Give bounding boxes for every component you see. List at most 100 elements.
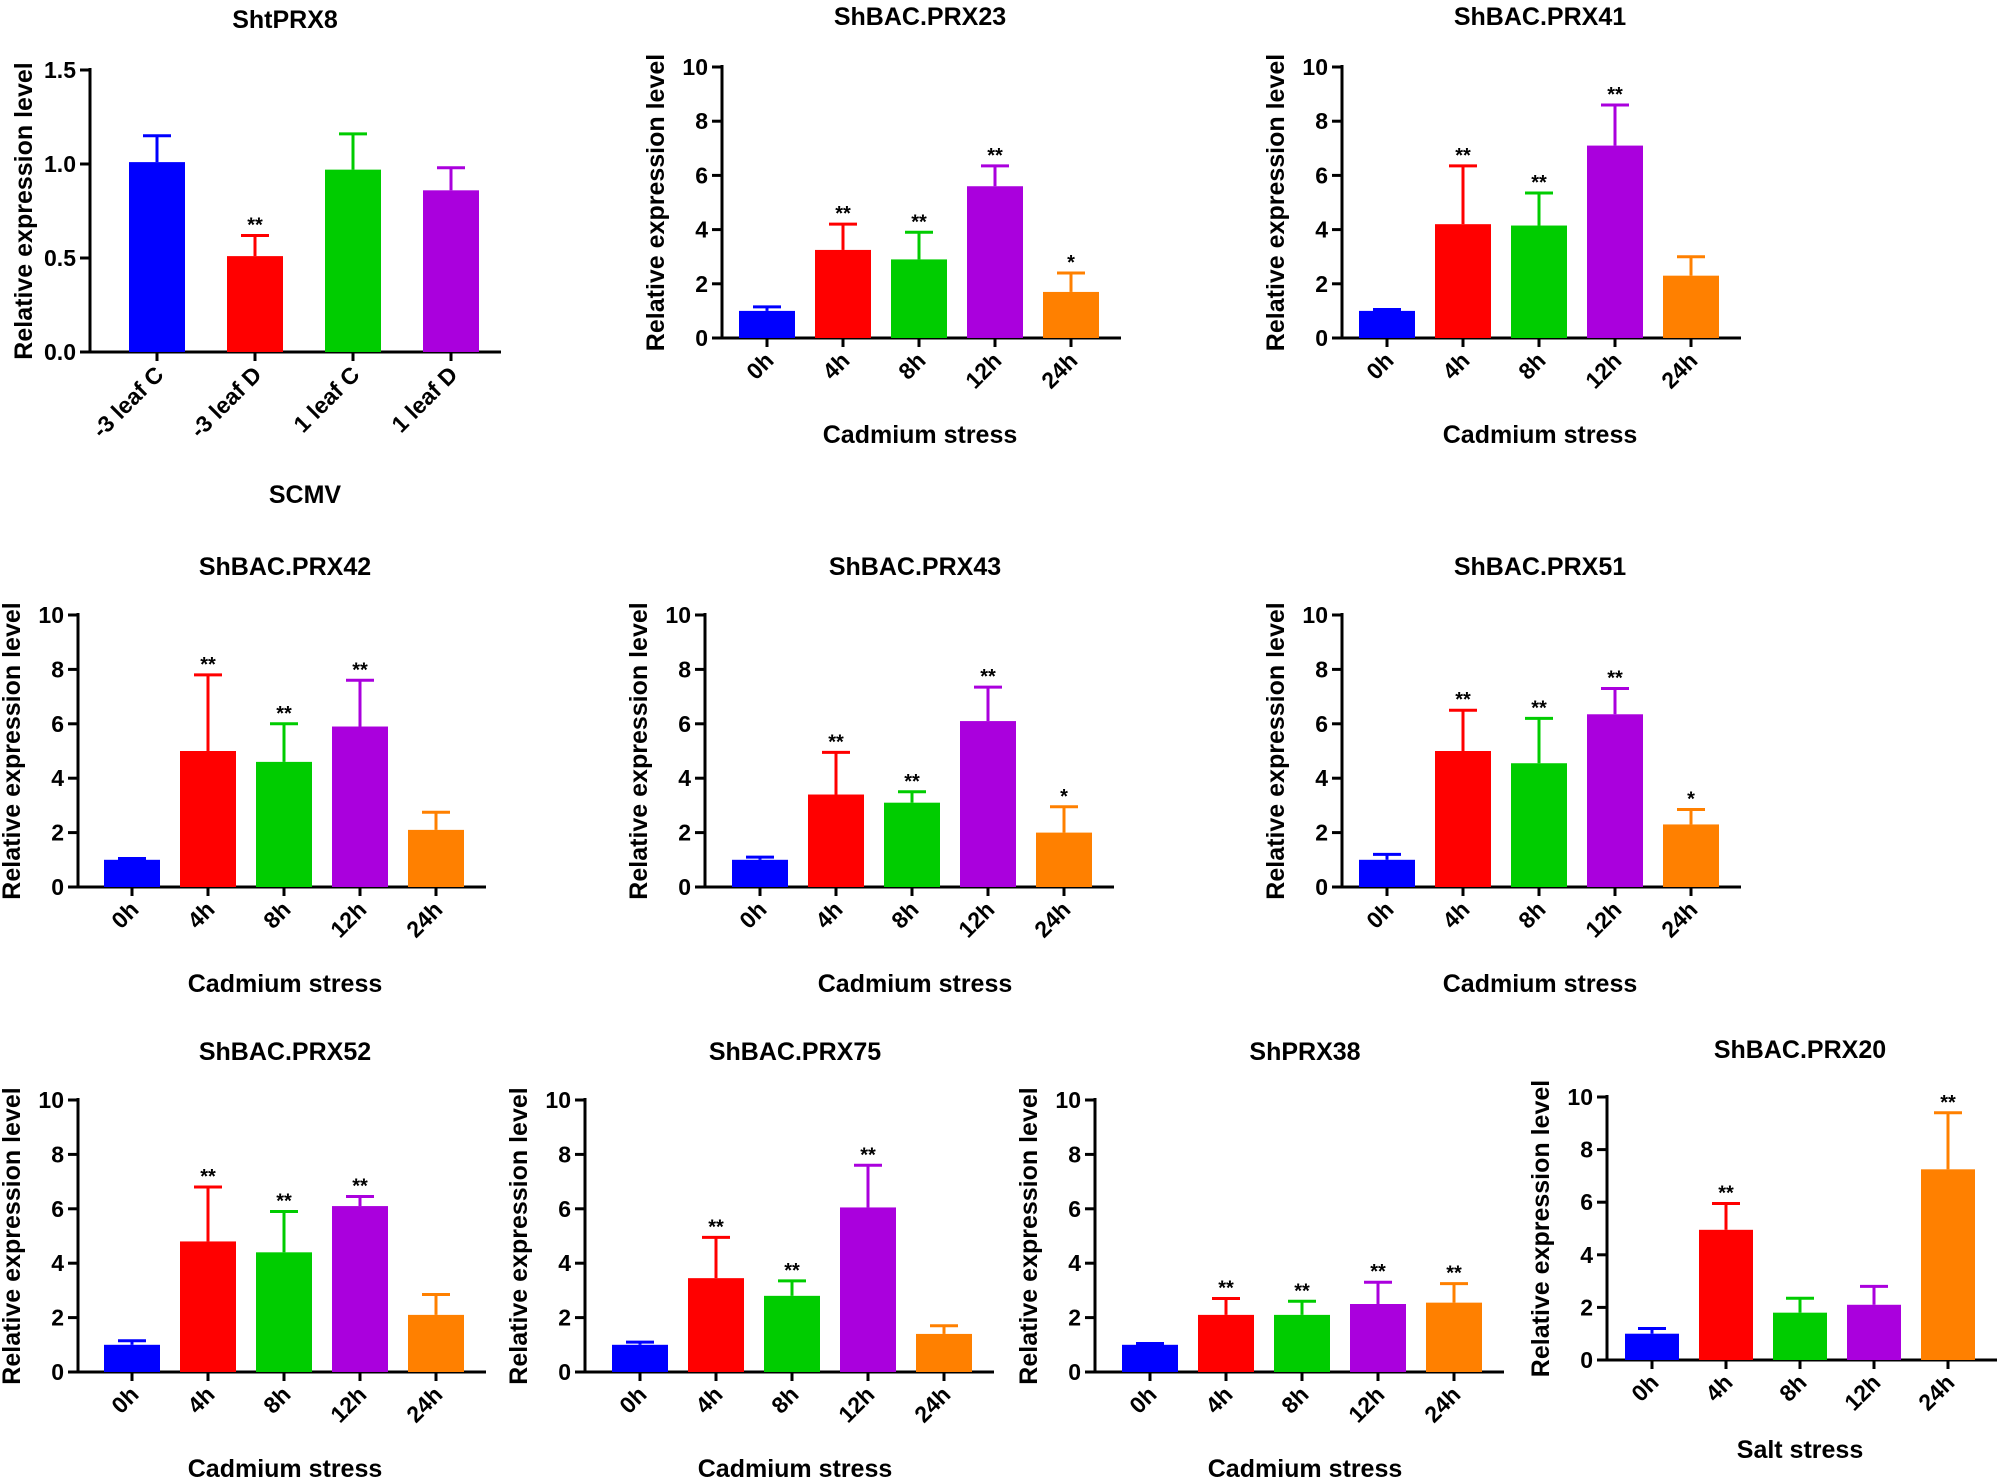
category-label: 0h: [614, 1381, 651, 1418]
bar-12h: [1350, 1304, 1406, 1372]
bar-12h: [1587, 714, 1643, 887]
y-axis-label: Relative expression level: [10, 62, 38, 359]
y-tick-label: 0: [558, 1359, 571, 1385]
bar-0h: [739, 310, 795, 338]
y-axis-label: Relative expression level: [0, 1087, 26, 1384]
bar-4h: [1435, 224, 1491, 338]
chart-panel-3: ShBAC.PRX41 0 2 4 6 8 10 Relative expression le…: [1262, 3, 1741, 449]
bar-0h: [1122, 1344, 1178, 1372]
significance-label: **: [980, 666, 996, 688]
y-tick-label: 0: [51, 874, 64, 900]
bar-0h: [612, 1344, 668, 1372]
category-label: 4h: [817, 347, 854, 384]
y-tick-label: 10: [38, 602, 64, 628]
bar-8h: [256, 761, 312, 887]
category-label: 0h: [1626, 1369, 1663, 1406]
chart-panel-9: ShPRX38 0 2 4 6 8 10 Relative expression level 0…: [1015, 1038, 1504, 1480]
y-tick-label: 6: [1315, 162, 1328, 188]
category-label: 24h: [1419, 1381, 1465, 1427]
significance-label: *: [1687, 788, 1695, 810]
y-tick-label: 2: [51, 820, 64, 846]
category-label: 0h: [734, 896, 771, 933]
y-tick-label: 6: [1068, 1196, 1081, 1222]
significance-label: **: [276, 703, 292, 725]
y-axis-label: Relative expression level: [1262, 602, 1290, 899]
category-label: 24h: [1913, 1369, 1959, 1415]
y-tick-label: 8: [1580, 1137, 1593, 1163]
bar-24h: [1663, 275, 1719, 338]
y-axis-label: Relative expression level: [0, 602, 26, 899]
category-label: 12h: [1580, 896, 1626, 942]
category-label: 12h: [1580, 347, 1626, 393]
y-axis-label: Relative expression level: [1015, 1087, 1043, 1384]
y-tick-label: 8: [1068, 1141, 1081, 1167]
category-label: 8h: [886, 896, 923, 933]
y-tick-label: 2: [1580, 1294, 1593, 1320]
x-axis-label: Cadmium stress: [188, 1455, 383, 1480]
y-tick-label: 0: [1068, 1359, 1081, 1385]
significance-label: **: [1531, 172, 1547, 194]
category-label: 12h: [953, 896, 999, 942]
y-tick-label: 8: [51, 656, 64, 682]
y-tick-label: 6: [558, 1196, 571, 1222]
category-label: 0h: [741, 347, 778, 384]
y-tick-label: 4: [1068, 1250, 1081, 1276]
y-tick-label: 4: [1315, 765, 1328, 791]
category-label: 12h: [833, 1381, 879, 1427]
y-tick-label: 1.0: [44, 151, 76, 177]
category-label: 4h: [810, 896, 847, 933]
category-label: 12h: [960, 347, 1006, 393]
category-label: 12h: [325, 896, 371, 942]
y-tick-label: 6: [1315, 711, 1328, 737]
y-tick-label: 0: [1580, 1347, 1593, 1373]
chart-title: ShBAC.PRX20: [1714, 1036, 1886, 1064]
y-axis-label: Relative expression level: [1527, 1080, 1555, 1377]
y-tick-label: 10: [38, 1087, 64, 1113]
y-tick-label: 6: [1580, 1189, 1593, 1215]
y-tick-label: 4: [51, 1250, 64, 1276]
chart-panel-4: ShBAC.PRX42 0 2 4 6 8 10 Relative expression le…: [0, 553, 486, 998]
x-axis-label: Cadmium stress: [823, 421, 1018, 449]
bar-12h: [1587, 145, 1643, 338]
significance-label: **: [708, 1216, 724, 1238]
category-label: 8h: [1513, 896, 1550, 933]
significance-label: **: [1607, 84, 1623, 106]
category-label: 0h: [106, 896, 143, 933]
y-tick-label: 8: [51, 1141, 64, 1167]
category-label: 4h: [182, 896, 219, 933]
category-label: 24h: [1656, 896, 1702, 942]
y-tick-label: 2: [51, 1305, 64, 1331]
category-label: 4h: [1200, 1381, 1237, 1418]
category-label: 0h: [1361, 896, 1398, 933]
bar-4h: [1699, 1229, 1753, 1360]
significance-label: **: [1607, 667, 1623, 689]
chart-title: ShPRX38: [1249, 1038, 1360, 1066]
significance-label: **: [1218, 1278, 1234, 1300]
category-label: 8h: [766, 1381, 803, 1418]
y-tick-label: 6: [678, 711, 691, 737]
y-tick-label: 8: [1315, 656, 1328, 682]
bar-0h: [1359, 859, 1415, 887]
significance-label: **: [1455, 145, 1471, 167]
significance-label: **: [987, 145, 1003, 167]
y-tick-label: 0: [695, 325, 708, 351]
bar-4h: [815, 249, 871, 338]
bar-4h: [180, 1241, 236, 1372]
y-tick-label: 2: [558, 1305, 571, 1331]
category-label: 1 leaf C: [288, 361, 364, 437]
significance-label: **: [1940, 1092, 1956, 1114]
significance-label: **: [1531, 697, 1547, 719]
y-tick-label: 0: [51, 1359, 64, 1385]
bar-24h: [1921, 1169, 1975, 1360]
bar-0h: [732, 859, 788, 887]
bar-24h: [1426, 1302, 1482, 1372]
significance-label: **: [352, 1176, 368, 1198]
y-tick-label: 6: [51, 711, 64, 737]
chart-title: ShBAC.PRX43: [829, 553, 1001, 581]
y-tick-label: 8: [558, 1141, 571, 1167]
category-label: 4h: [690, 1381, 727, 1418]
chart-title: ShBAC.PRX75: [709, 1038, 881, 1066]
y-tick-label: 10: [1302, 602, 1328, 628]
y-tick-label: 10: [545, 1087, 571, 1113]
